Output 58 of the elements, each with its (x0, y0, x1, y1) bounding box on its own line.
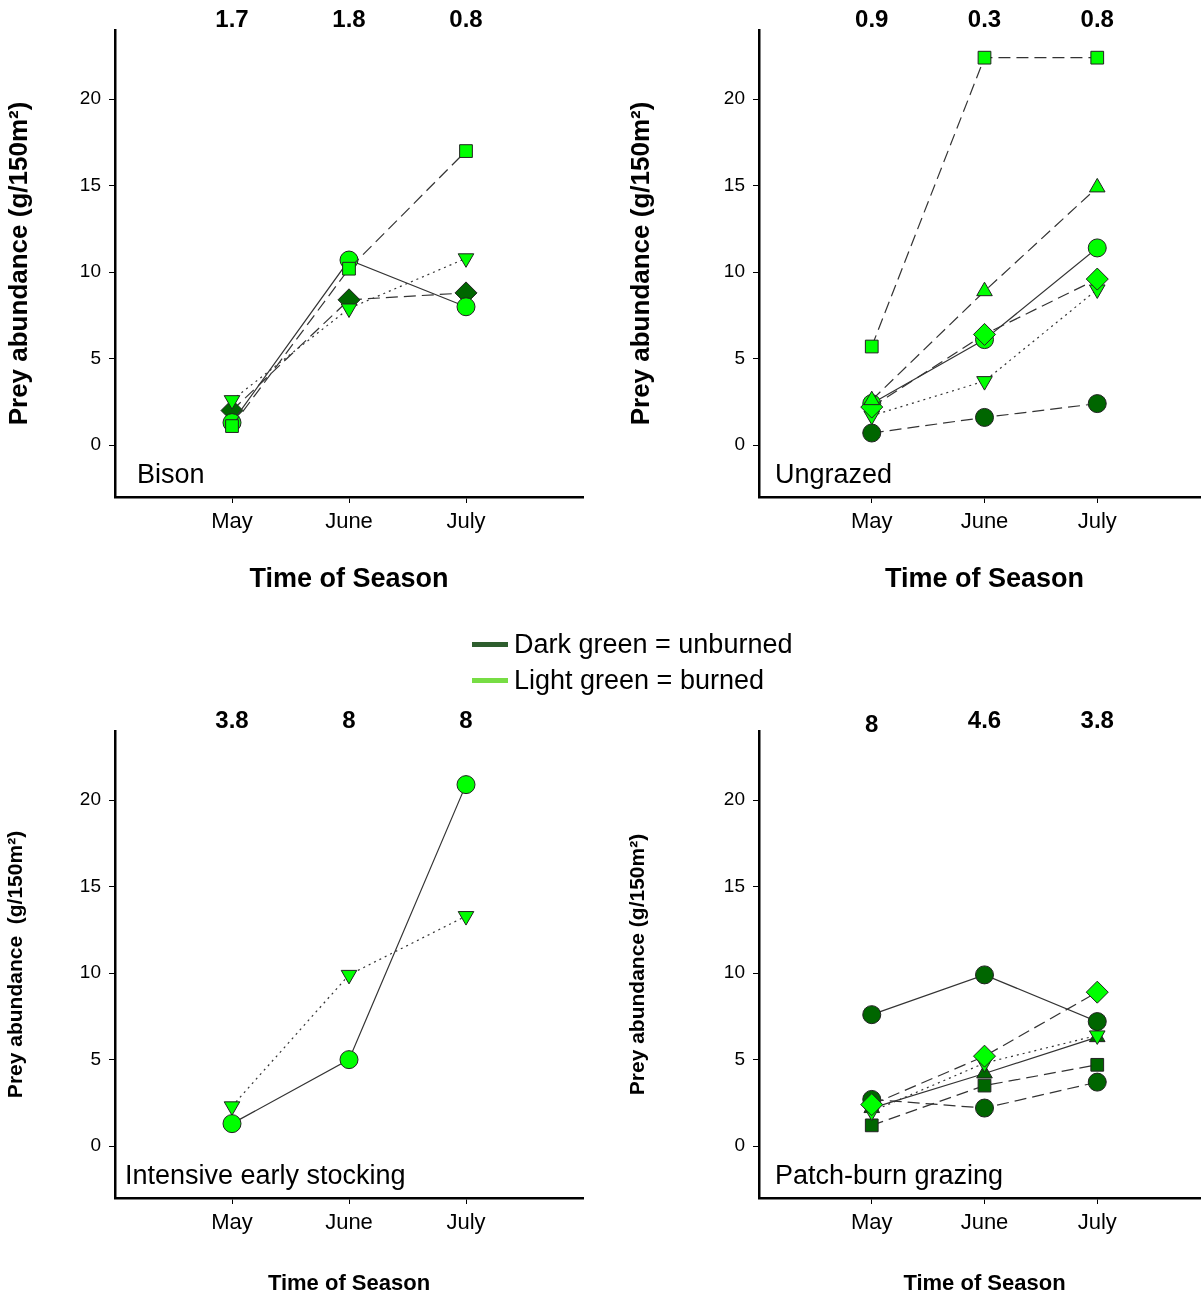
annotation: 8 (459, 705, 473, 733)
x-tick-label: June (325, 508, 373, 534)
annotation: 0.9 (855, 4, 889, 32)
annotation: 1.8 (332, 4, 366, 32)
text: Patch-burn grazing (775, 1160, 1004, 1190)
y-tick-label: 15 (79, 173, 101, 195)
y-tick-label: 0 (734, 1134, 745, 1156)
x-tick-label: July (446, 1209, 486, 1235)
text: Light green = burned (514, 664, 764, 697)
x-tick-label: June (960, 1209, 1009, 1235)
annotation: 3.8 (1080, 705, 1114, 733)
annotation: 3.8 (215, 705, 249, 733)
y-axis-title: Prey abundance (g/150m²) (2, 101, 33, 426)
text: Ungrazed (775, 459, 893, 489)
annotation: 8 (342, 705, 356, 733)
x-axis-title: Time of Season (903, 1269, 1066, 1295)
text: Dark green = unburned (514, 628, 793, 661)
annotation: 0.3 (967, 4, 1002, 32)
x-tick-label: May (850, 1209, 893, 1235)
y-tick-label: 15 (723, 874, 745, 896)
y-axis-title: Prey abundance (g/150m²) (624, 101, 655, 426)
text: Bison (137, 459, 205, 489)
text: Intensive early stocking (125, 1160, 406, 1190)
y-tick-label: 0 (90, 433, 101, 455)
y-tick-label: 20 (723, 788, 745, 810)
annotation: 0.8 (449, 4, 483, 32)
y-tick-label: 20 (79, 87, 101, 109)
y-axis-title: Prey abundance (g/150m²) (3, 830, 27, 1099)
annotation: 0.8 (1080, 4, 1114, 32)
y-tick-label: 15 (79, 874, 101, 896)
x-tick-label: May (211, 508, 253, 534)
x-axis-title: Time of Season (249, 563, 449, 594)
y-tick-label: 10 (723, 961, 745, 983)
y-tick-label: 5 (90, 1047, 101, 1069)
y-tick-label: 0 (90, 1134, 101, 1156)
x-tick-label: July (1077, 508, 1117, 534)
y-tick-label: 5 (734, 346, 745, 368)
y-tick-label: 10 (79, 961, 101, 983)
y-tick-label: 10 (79, 260, 101, 282)
x-tick-label: May (850, 508, 893, 534)
x-axis-title: Time of Season (267, 1269, 431, 1295)
x-tick-label: May (211, 1209, 253, 1235)
x-tick-label: June (960, 508, 1009, 534)
y-tick-label: 15 (723, 173, 745, 195)
annotation: 1.7 (215, 4, 249, 32)
annotation: 4.6 (967, 705, 1002, 733)
y-tick-label: 5 (90, 346, 101, 368)
annotation: 8 (865, 709, 879, 737)
x-tick-label: June (325, 1209, 373, 1235)
x-tick-label: July (1077, 1209, 1117, 1235)
y-tick-label: 20 (723, 87, 745, 109)
y-tick-label: 10 (723, 260, 745, 282)
y-tick-label: 20 (79, 788, 101, 810)
y-tick-label: 5 (734, 1047, 745, 1069)
x-axis-title: Time of Season (884, 563, 1085, 594)
y-tick-label: 0 (734, 433, 745, 455)
x-tick-label: July (446, 508, 486, 534)
y-axis-title: Prey abundance (g/150m²) (625, 833, 649, 1096)
